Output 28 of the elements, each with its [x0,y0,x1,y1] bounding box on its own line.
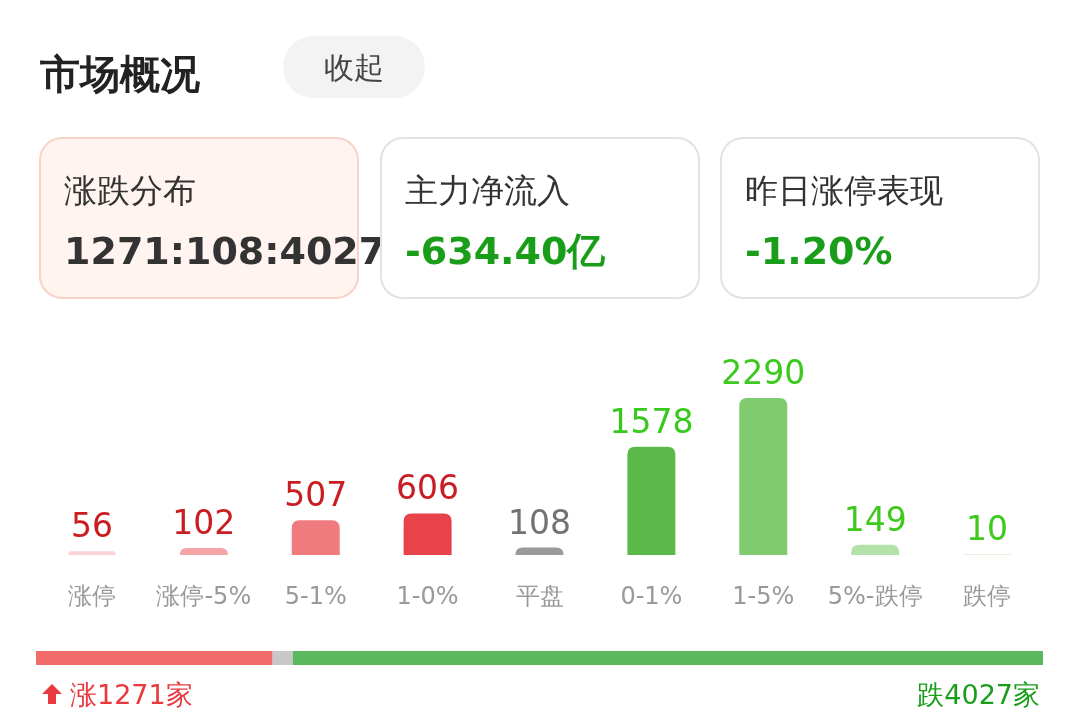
data-label: 56 [70,506,113,546]
x-tick-label: 平盘 [515,582,564,610]
x-tick-label: 5-1% [284,582,347,610]
text: 跌4027家 [917,679,1040,710]
text: 涨1271家 [70,679,193,710]
data-label: 2290 [721,353,806,392]
data-label: 1578 [609,401,694,441]
data-label: 606 [396,468,460,508]
data-label: 507 [284,475,348,515]
data-label: 108 [508,502,571,542]
text: 1271:108:4027 [64,229,386,273]
text: -1.20% [745,229,893,273]
x-tick-label: 5%-跌停 [827,582,923,610]
x-tick-label: 1-0% [396,582,459,610]
data-label: 10 [966,509,1009,549]
x-tick-label: 跌停 [963,582,1012,610]
text: 涨跌分布 [64,171,196,210]
x-tick-label: 涨停 [67,582,116,610]
text: 昨日涨停表现 [745,171,943,210]
x-tick-label: 1-5% [732,582,795,610]
data-label: 102 [172,503,236,543]
x-tick-label: 0-1% [620,582,683,610]
text: 主力净流入 [405,171,570,210]
x-tick-label: 涨停-5% [156,582,252,610]
text: 收起 [324,50,384,85]
text: 市场概况 [39,51,200,97]
text: -634.40亿 [405,229,607,273]
data-label: 149 [843,499,907,539]
